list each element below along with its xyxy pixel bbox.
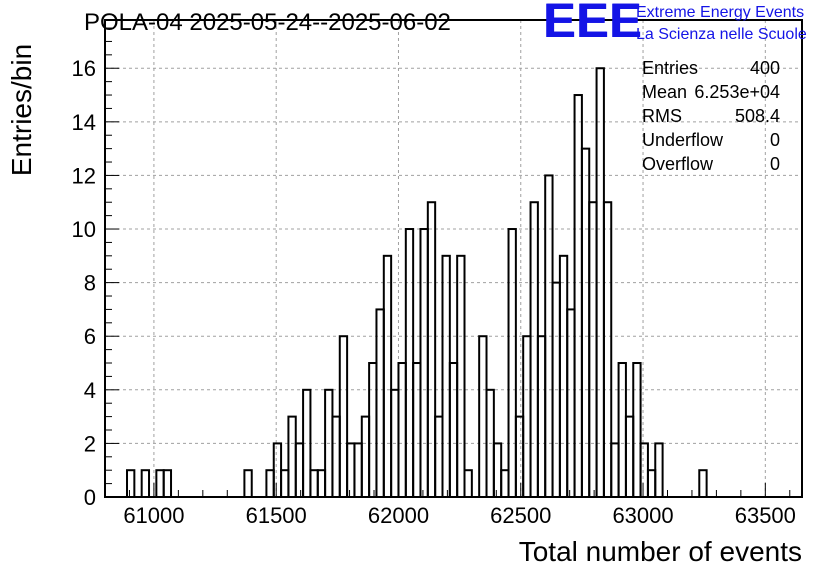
histogram-bin bbox=[397, 362, 407, 498]
histogram-bin bbox=[368, 362, 378, 498]
histogram-bin bbox=[346, 442, 356, 498]
histogram-bin bbox=[536, 335, 547, 498]
y-tick-label: 2 bbox=[84, 431, 96, 456]
logo-line-2: La Scienza nelle Scuole bbox=[636, 26, 807, 43]
histogram-bin bbox=[448, 362, 459, 498]
x-tick-label: 63000 bbox=[612, 503, 673, 528]
histogram-bin bbox=[522, 335, 532, 498]
histogram-bin bbox=[426, 201, 437, 498]
histogram-bin bbox=[272, 442, 283, 498]
histogram-bin bbox=[588, 201, 598, 498]
stats-row-rms: RMS 508.4 bbox=[642, 106, 780, 130]
stats-value: 508.4 bbox=[734, 106, 780, 126]
y-tick-label: 4 bbox=[84, 378, 96, 403]
histogram-bin bbox=[353, 442, 363, 498]
histogram-bin bbox=[698, 469, 708, 498]
plot-frame bbox=[104, 19, 803, 498]
histogram-bin bbox=[434, 415, 444, 499]
histogram-bin bbox=[382, 254, 393, 498]
histogram-bin bbox=[610, 442, 620, 498]
histogram-bin bbox=[316, 469, 327, 498]
histogram-bin bbox=[162, 469, 173, 498]
y-tick-label: 10 bbox=[72, 217, 96, 242]
logo-line-1: Extreme Energy Events bbox=[636, 4, 805, 21]
histogram-bin bbox=[558, 254, 569, 498]
histogram-bin bbox=[507, 228, 517, 499]
histogram-bin bbox=[566, 308, 576, 499]
histogram-bin bbox=[602, 201, 613, 498]
chart-title: POLA-04 2025-05-24--2025-06-02 bbox=[84, 9, 451, 36]
histogram-bin bbox=[463, 469, 473, 498]
histogram-bin bbox=[478, 335, 488, 498]
grid-lines bbox=[105, 20, 802, 497]
histogram-bin bbox=[404, 228, 415, 499]
histogram-bin bbox=[280, 469, 290, 498]
histogram-bin bbox=[375, 308, 385, 499]
stats-row-entries: Entries 400 bbox=[642, 58, 780, 82]
histogram-bin bbox=[140, 469, 151, 498]
histogram-bin bbox=[441, 254, 451, 498]
stats-key: Overflow bbox=[642, 154, 714, 174]
histogram-bin bbox=[573, 94, 583, 498]
histogram-bin bbox=[514, 415, 525, 499]
histogram-bin bbox=[632, 362, 642, 498]
x-tick-label: 61000 bbox=[123, 503, 184, 528]
x-tick-label: 62000 bbox=[368, 503, 429, 528]
histogram-bin bbox=[294, 442, 305, 498]
histogram-bin bbox=[646, 469, 657, 498]
stats-key: RMS bbox=[642, 106, 682, 126]
x-tick-label: 63500 bbox=[735, 503, 796, 528]
histogram-bin bbox=[155, 469, 165, 498]
histogram-bin bbox=[338, 335, 349, 498]
histogram-bin bbox=[529, 201, 539, 498]
stats-key: Underflow bbox=[642, 130, 724, 150]
histogram-bin bbox=[500, 469, 510, 498]
histogram-bin bbox=[287, 415, 297, 499]
histogram-bin bbox=[331, 415, 341, 499]
stats-value: 0 bbox=[769, 130, 780, 150]
axis-ticks: 61000 61500 62000 62500 63000 63500 0 2 4 6 8 10 12 1… bbox=[72, 27, 796, 528]
stats-value: 6.253e+04 bbox=[694, 82, 780, 102]
y-tick-label: 0 bbox=[84, 485, 96, 510]
y-tick-label: 16 bbox=[72, 56, 96, 81]
histogram-bin bbox=[654, 442, 664, 498]
x-axis-label: Total number of events bbox=[518, 536, 802, 567]
x-tick-label: 61500 bbox=[246, 503, 307, 528]
y-tick-label: 8 bbox=[84, 271, 96, 296]
histogram-bin bbox=[309, 469, 319, 498]
histogram-bin bbox=[419, 228, 429, 499]
histogram-bin bbox=[265, 469, 275, 498]
stats-value: 400 bbox=[749, 58, 780, 78]
stats-row-mean: Mean 6.253e+04 bbox=[642, 82, 780, 106]
y-tick-label: 14 bbox=[72, 110, 96, 135]
stats-key: Entries bbox=[642, 58, 699, 78]
histogram-bin bbox=[126, 469, 136, 498]
stats-value: 0 bbox=[769, 154, 780, 174]
histogram-bin bbox=[580, 147, 591, 498]
histogram-bin bbox=[617, 362, 627, 498]
eee-logo: EEE bbox=[543, 0, 643, 48]
stats-box: Entries 400 Mean 6.253e+04 RMS 508.4 Und… bbox=[642, 58, 780, 178]
y-tick-label: 6 bbox=[84, 324, 96, 349]
y-tick-label: 12 bbox=[72, 163, 96, 188]
x-tick-label: 62500 bbox=[490, 503, 551, 528]
histogram-bin bbox=[492, 442, 503, 498]
histogram-bin bbox=[412, 362, 422, 498]
histogram-bin bbox=[624, 415, 635, 499]
histogram-bin bbox=[639, 442, 649, 498]
histogram-bin bbox=[243, 469, 253, 498]
stats-key: Mean bbox=[642, 82, 688, 102]
histogram-bin bbox=[360, 415, 371, 499]
y-axis-label: Entries/bin bbox=[6, 43, 37, 177]
histogram-bin bbox=[456, 254, 466, 498]
stats-row-underflow: Underflow 0 bbox=[642, 130, 780, 154]
stats-row-overflow: Overflow 0 bbox=[642, 154, 780, 178]
